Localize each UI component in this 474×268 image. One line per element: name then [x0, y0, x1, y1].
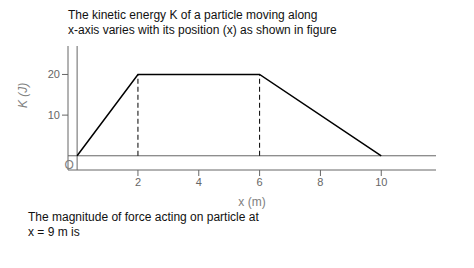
svg-text:20: 20 — [48, 68, 60, 80]
svg-text:8: 8 — [317, 176, 323, 188]
svg-text:10: 10 — [48, 109, 60, 121]
svg-text:K (J): K (J) — [16, 83, 30, 108]
svg-text:10: 10 — [375, 176, 387, 188]
html-text:x-axis varies with its positio: x-axis varies with its position (x) as s… — [68, 23, 337, 37]
html-text:The magnitude of force acting: The magnitude of force acting on particl… — [28, 210, 259, 224]
svg-text:x (m): x (m) — [238, 195, 265, 209]
svg-text:6: 6 — [257, 176, 263, 188]
svg-text:2: 2 — [135, 176, 141, 188]
svg-text:4: 4 — [196, 176, 202, 188]
html-text:x = 9 m is: x = 9 m is — [28, 225, 80, 239]
svg-text:O: O — [64, 158, 73, 172]
html-text:The kinetic energy K of a part: The kinetic energy K of a particle movin… — [68, 8, 318, 22]
